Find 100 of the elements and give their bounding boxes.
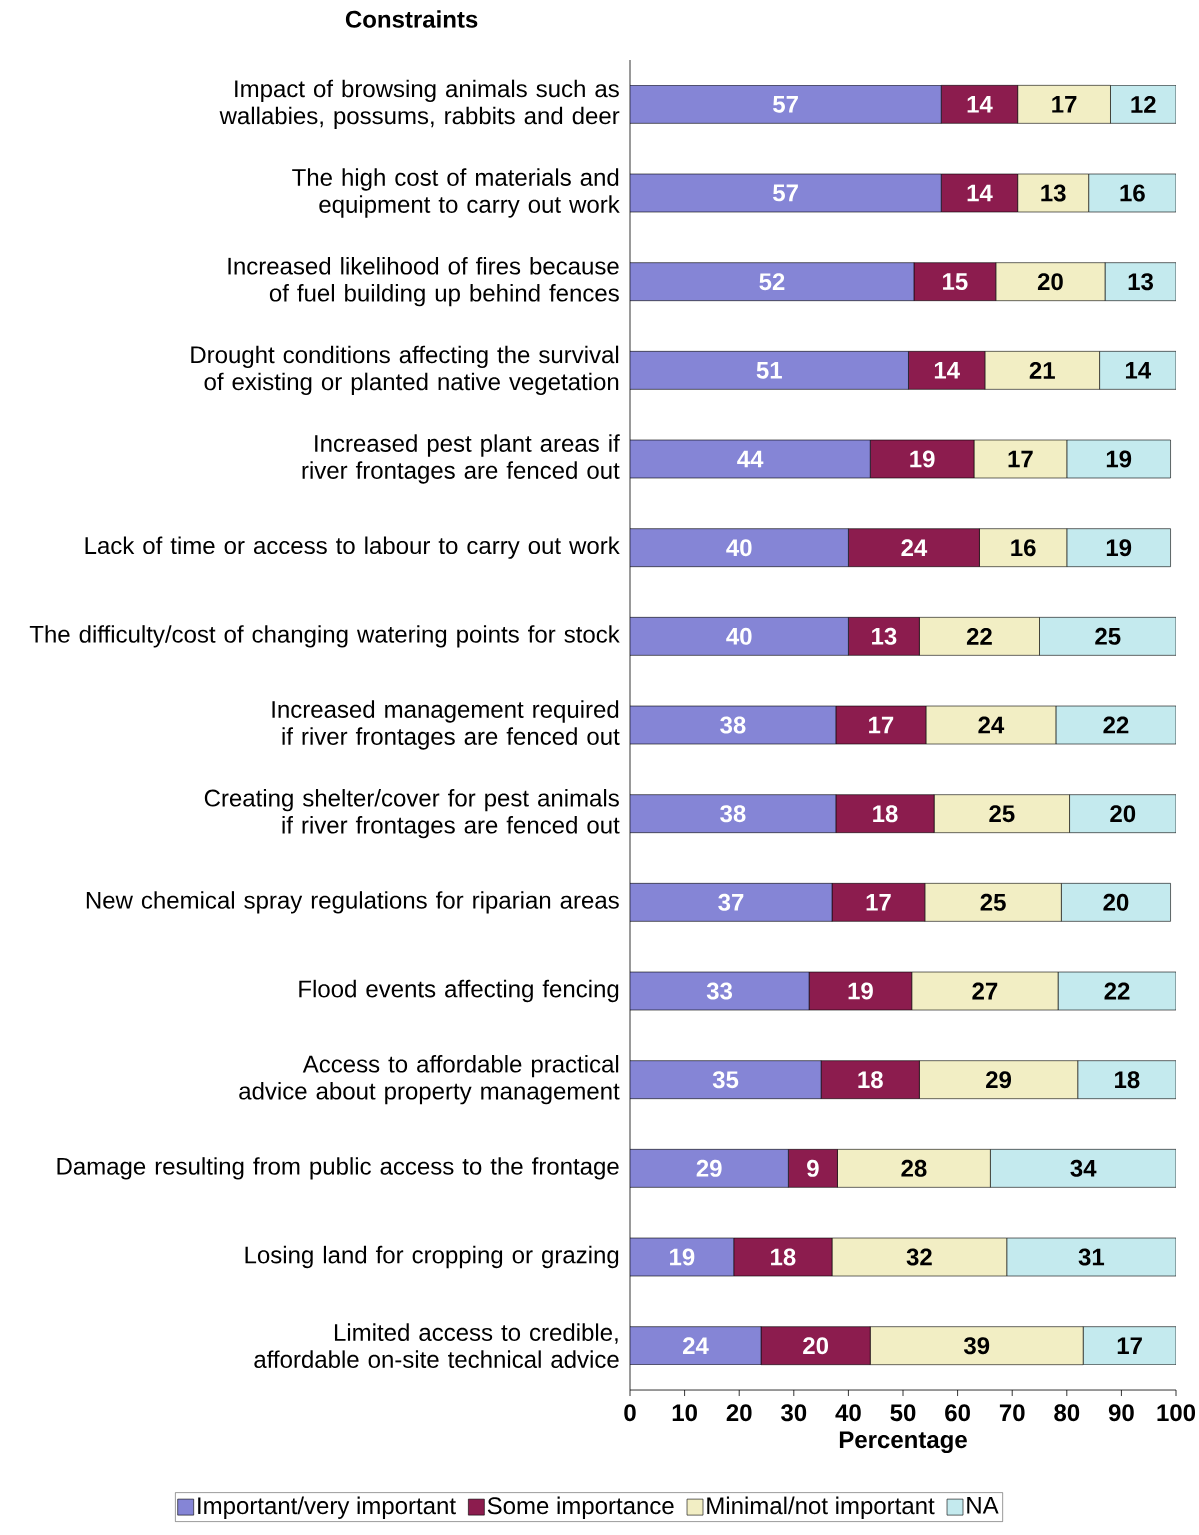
data-label: 44 (737, 450, 764, 468)
x-tick-label: 20 (726, 1404, 752, 1422)
bar (630, 794, 837, 833)
data-label: 20 (1110, 805, 1136, 823)
x-axis-title: Percentage (839, 1431, 967, 1454)
data-label: 25 (1095, 627, 1121, 645)
y-tick-label: Limited access to credible, affordable on-site technical advice (254, 1323, 619, 1368)
data-label: 13 (1041, 184, 1066, 202)
data-label: 29 (696, 1159, 722, 1177)
data-label: 51 (756, 361, 782, 379)
x-tick-label: 80 (1054, 1404, 1080, 1422)
data-label: 22 (1104, 982, 1130, 1000)
legend-label: Some importance (487, 1496, 674, 1519)
y-tick-label: Increased likelihood of fires because of fuel building up behind fences (228, 256, 619, 307)
y-tick-label: Impact of browsing animals such as wallabies, possums, rabbits and deer (219, 79, 620, 130)
bar (630, 1149, 789, 1188)
data-label: 25 (989, 805, 1015, 823)
bar (630, 173, 942, 213)
data-label: 38 (720, 805, 746, 823)
x-tick-label: 60 (945, 1404, 970, 1422)
data-label: 18 (1115, 1071, 1140, 1089)
data-label: 14 (967, 96, 993, 113)
bar (630, 528, 849, 567)
data-label: 14 (934, 362, 960, 379)
data-label: 18 (771, 1248, 796, 1266)
data-label: 17 (866, 894, 891, 911)
y-tick-label: Losing land for cropping or grazing (245, 1245, 619, 1269)
data-label: 9 (807, 1159, 819, 1177)
y-tick-label: Increased pest plant areas if river frontages are fenced out (302, 434, 620, 484)
data-label: 14 (967, 184, 993, 202)
data-label: 19 (910, 450, 935, 468)
y-tick-label: Lack of time or access to labour to carry out work (85, 536, 620, 559)
data-label: 16 (1120, 184, 1145, 202)
data-label: 19 (670, 1248, 695, 1266)
bar (630, 1326, 762, 1365)
y-tick-label: The difficulty/cost of changing watering points for stock (29, 625, 620, 648)
data-label: 27 (972, 982, 998, 1000)
bar (630, 617, 849, 656)
bar (630, 883, 833, 922)
x-tick-label: 30 (781, 1404, 807, 1422)
data-label: 22 (966, 627, 992, 645)
legend-label: NA (967, 1497, 999, 1514)
bar (630, 351, 909, 390)
data-label: 17 (1117, 1337, 1142, 1354)
data-label: 52 (759, 273, 785, 291)
data-label: 39 (963, 1337, 990, 1355)
data-label: 40 (726, 627, 752, 645)
y-tick-label: Drought conditions affecting the survival of existing or planted native vegetation (191, 345, 619, 396)
data-label: 21 (1029, 361, 1055, 379)
data-label: 31 (1078, 1248, 1105, 1266)
x-tick-label: 70 (999, 1404, 1025, 1422)
data-label: 20 (803, 1337, 829, 1355)
y-tick-label: Damage resulting from public access to the frontage (57, 1157, 619, 1180)
text: Constraints (345, 10, 478, 28)
bar (630, 85, 942, 124)
data-label: 16 (1011, 539, 1036, 557)
data-label: 17 (1052, 96, 1077, 113)
data-label: 20 (1103, 893, 1129, 911)
data-label: 57 (773, 95, 798, 113)
y-tick-label: Access to affordable practical advice about property management (239, 1055, 620, 1105)
data-label: 24 (978, 716, 1005, 734)
data-label: 57 (773, 184, 798, 202)
data-label: 24 (683, 1337, 709, 1355)
x-tick-label: 90 (1108, 1404, 1134, 1422)
data-label: 19 (1106, 539, 1132, 557)
data-label: 12 (1131, 95, 1156, 113)
data-label: 18 (858, 1071, 883, 1089)
y-tick-label: The high cost of materials and equipment to carry out work (292, 168, 620, 218)
data-label: 17 (1008, 450, 1033, 468)
x-tick-label: 40 (835, 1404, 861, 1422)
data-label: 13 (872, 627, 897, 645)
data-label: 22 (1103, 716, 1129, 734)
legend-label: Minimal/not important (707, 1496, 935, 1519)
x-tick-label: 0 (624, 1404, 636, 1422)
x-tick-label: 50 (890, 1404, 916, 1422)
data-label: 29 (986, 1071, 1012, 1089)
data-label: 25 (980, 893, 1006, 911)
data-label: 17 (869, 716, 894, 734)
bar (630, 971, 810, 1011)
data-label: 38 (720, 716, 746, 734)
legend-label: Important/very important (198, 1496, 456, 1519)
data-label: 20 (1037, 273, 1063, 291)
data-label: 24 (901, 539, 928, 557)
data-label: 14 (1125, 362, 1152, 379)
y-tick-label: New chemical spray regulations for riparian areas (86, 891, 619, 914)
bar (630, 262, 915, 301)
data-label: 37 (718, 893, 744, 911)
data-label: 32 (906, 1248, 932, 1266)
y-tick-label: Increased management required if river frontages are fenced out (272, 700, 620, 750)
x-tick-label: 10 (672, 1404, 697, 1422)
data-label: 18 (873, 805, 898, 823)
data-label: 15 (943, 273, 968, 291)
bar (630, 1060, 822, 1099)
data-label: 19 (1106, 450, 1132, 468)
data-label: 13 (1128, 273, 1153, 291)
y-tick-label: Flood events affecting fencing (299, 979, 619, 1003)
data-label: 35 (712, 1071, 739, 1089)
data-label: 19 (848, 982, 873, 1000)
data-label: 28 (901, 1159, 927, 1177)
data-label: 33 (706, 982, 733, 1000)
